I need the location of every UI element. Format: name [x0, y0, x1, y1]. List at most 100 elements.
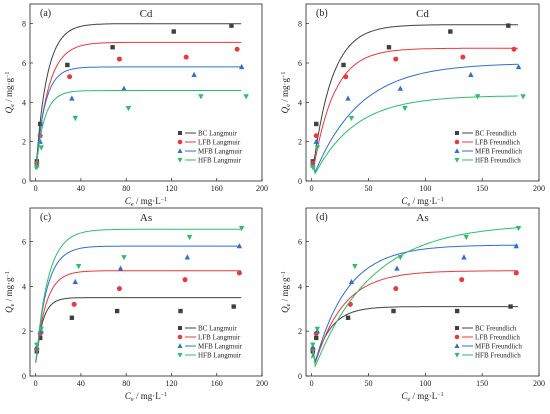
x-axis-subscript: e	[131, 396, 134, 403]
y-tick-label: 6	[298, 59, 302, 68]
legend-marker-bc	[455, 326, 459, 330]
data-point-hfb	[515, 225, 522, 232]
data-point-bc	[110, 45, 115, 50]
y-tick-label: 4	[22, 282, 26, 291]
legend-label-lfb: LFB Langmuir	[198, 139, 241, 147]
fit-curve-lfb	[35, 41, 242, 170]
x-axis-symbol: C	[125, 196, 132, 206]
y-axis-units: / mg·g	[4, 78, 14, 104]
x-axis-symbol: C	[401, 196, 408, 206]
data-point-mfb	[513, 243, 519, 249]
data-point-hfb	[34, 165, 40, 171]
panel-title: Cd	[416, 8, 429, 20]
legend-label-bc: BC Freundlich	[475, 325, 517, 333]
x-tick-label: 150	[476, 184, 488, 193]
data-point-lfb	[460, 54, 466, 60]
x-axis-label: Ce / mg·L−1	[125, 391, 167, 403]
legend-marker-mfb	[177, 148, 183, 153]
x-axis-symbol: C	[401, 391, 408, 401]
legend-marker-lfb	[177, 139, 183, 145]
legend-marker-lfb	[177, 334, 183, 340]
fit-curve-lfb	[311, 270, 518, 364]
legend-label-mfb: MFB Freundlich	[475, 148, 522, 156]
data-point-hfb	[314, 326, 321, 332]
y-tick-label: 0	[298, 177, 302, 186]
legend-label-hfb: HFB Freundlich	[475, 352, 521, 360]
x-tick-label: 0	[310, 184, 314, 193]
x-tick-label: 80	[122, 379, 130, 388]
x-tick-label: 120	[165, 379, 177, 388]
data-point-hfb	[34, 342, 40, 348]
legend-marker-bc	[178, 326, 182, 330]
y-axis-label: Qe / mg·g−1	[4, 72, 16, 114]
x-axis-units: / mg·L	[410, 196, 437, 206]
data-point-hfb	[310, 165, 316, 171]
data-point-hfb	[198, 94, 204, 100]
x-tick-label: 160	[211, 184, 223, 193]
data-point-lfb	[343, 74, 349, 80]
y-tick-label: 8	[22, 20, 26, 29]
y-axis-superscript: −1	[5, 271, 11, 277]
data-point-bc	[178, 308, 183, 314]
fit-curve-mfb	[311, 63, 518, 174]
legend-marker-hfb	[177, 158, 183, 163]
data-point-hfb	[463, 234, 469, 241]
fit-curve-bc	[311, 24, 518, 166]
data-point-bc	[506, 23, 511, 28]
data-point-lfb	[71, 301, 77, 307]
x-tick-label: 50	[365, 379, 373, 388]
panel-title: Cd	[140, 8, 153, 20]
y-axis-symbol: Q	[4, 106, 14, 113]
legend-marker-hfb	[454, 353, 460, 358]
fit-curve-bc	[311, 306, 518, 364]
data-point-bc	[448, 29, 453, 34]
panel-letter: (c)	[40, 212, 51, 223]
y-tick-label: 6	[22, 59, 26, 68]
x-tick-label: 40	[77, 184, 85, 193]
fit-curve-lfb	[35, 270, 242, 363]
data-point-lfb	[183, 54, 189, 60]
x-axis-subscript: e	[407, 396, 410, 403]
panel-letter: (d)	[316, 212, 328, 223]
y-axis-subscript: e	[9, 104, 16, 107]
data-point-lfb	[511, 46, 517, 52]
x-axis-label: Ce / mg·L−1	[401, 391, 443, 403]
y-axis-superscript: −1	[5, 72, 11, 78]
legend-label-bc: BC Langmuir	[198, 325, 237, 333]
x-tick-label: 0	[310, 379, 314, 388]
data-point-bc	[454, 308, 460, 314]
y-tick-label: 2	[22, 327, 26, 336]
data-point-hfb	[397, 255, 404, 261]
legend-marker-mfb	[177, 343, 183, 348]
y-axis-superscript: −1	[281, 72, 287, 78]
x-axis-units: / mg·L	[134, 196, 161, 206]
x-axis-subscript: e	[407, 201, 410, 208]
data-point-lfb	[182, 277, 188, 283]
y-tick-label: 0	[298, 372, 302, 381]
y-axis-superscript: −1	[281, 271, 287, 277]
panel-letter: (b)	[316, 8, 328, 19]
x-tick-label: 40	[77, 379, 85, 388]
y-axis-symbol: Q	[280, 306, 290, 313]
data-point-bc	[65, 62, 70, 68]
fit-curve-lfb	[311, 47, 518, 168]
x-axis-label: Ce / mg·L−1	[401, 196, 443, 208]
x-tick-label: 80	[122, 184, 130, 193]
fit-curve-bc	[35, 23, 242, 170]
fit-curve-mfb	[35, 245, 242, 363]
data-point-hfb	[314, 145, 321, 151]
x-axis-units: / mg·L	[410, 391, 437, 401]
data-point-mfb	[191, 71, 197, 77]
data-point-bc	[69, 315, 75, 320]
x-tick-label: 200	[256, 379, 268, 388]
x-axis-subscript: e	[131, 201, 134, 208]
legend-label-mfb: MFB Freundlich	[475, 343, 522, 351]
legend-label-hfb: HFB Langmuir	[198, 157, 242, 165]
data-point-lfb	[116, 286, 122, 292]
data-point-mfb	[313, 138, 319, 144]
data-point-lfb	[116, 56, 122, 62]
data-point-bc	[386, 45, 392, 50]
legend-marker-hfb	[454, 158, 460, 163]
